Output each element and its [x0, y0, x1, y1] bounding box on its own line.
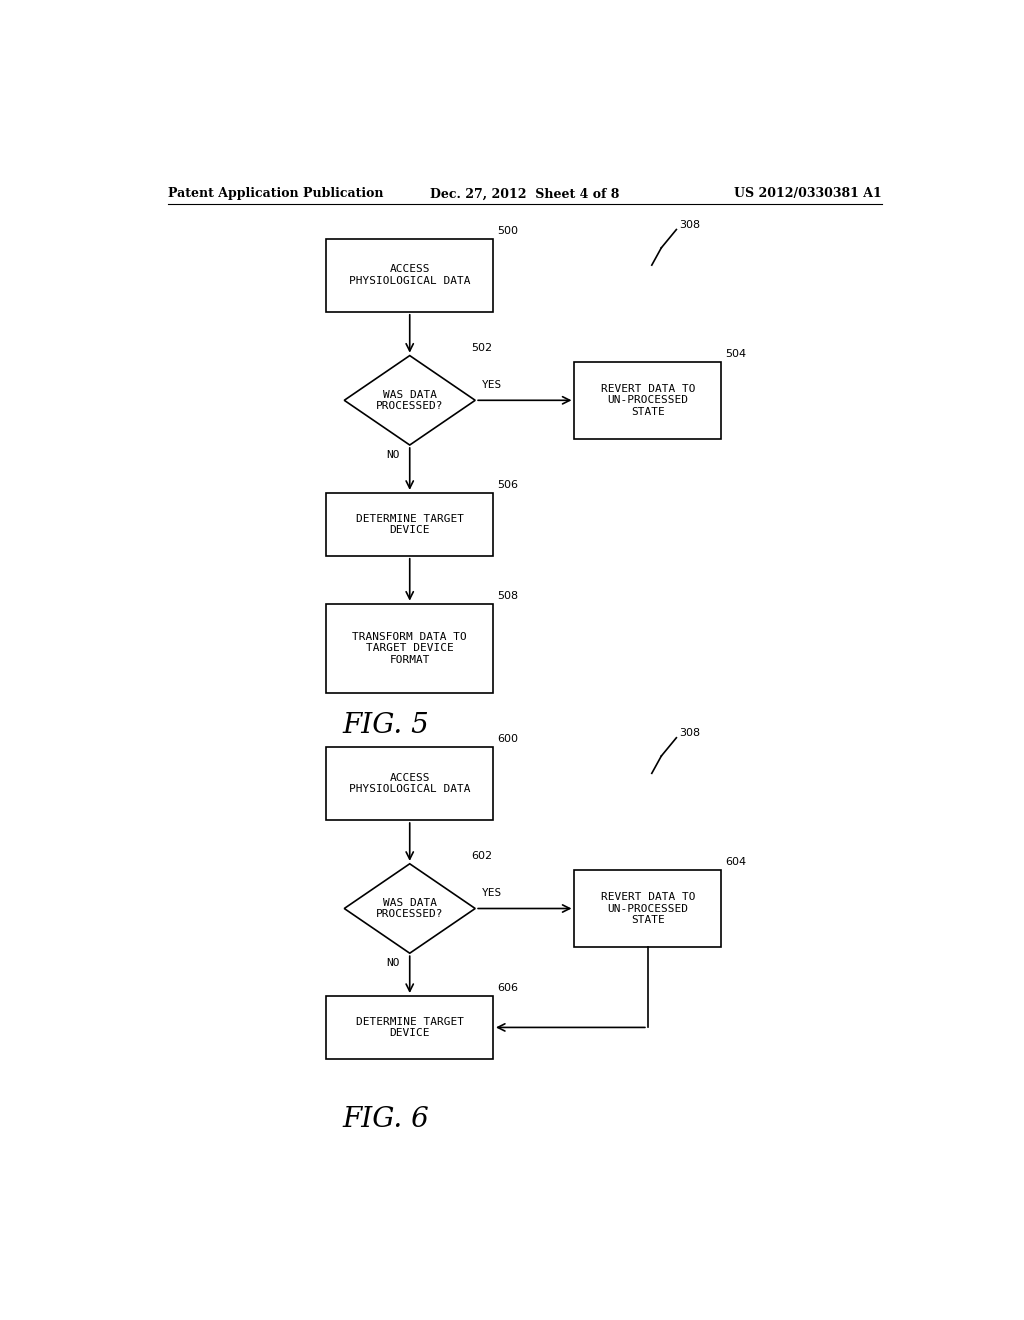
FancyBboxPatch shape	[327, 995, 494, 1059]
FancyBboxPatch shape	[327, 747, 494, 820]
Text: ACCESS
PHYSIOLOGICAL DATA: ACCESS PHYSIOLOGICAL DATA	[349, 264, 470, 286]
Text: 308: 308	[680, 727, 700, 738]
Text: REVERT DATA TO
UN-PROCESSED
STATE: REVERT DATA TO UN-PROCESSED STATE	[600, 892, 695, 925]
Text: 606: 606	[497, 983, 518, 993]
Text: 508: 508	[497, 590, 518, 601]
Text: FIG. 5: FIG. 5	[342, 713, 429, 739]
Text: FIG. 6: FIG. 6	[342, 1106, 429, 1133]
FancyBboxPatch shape	[327, 492, 494, 556]
FancyBboxPatch shape	[327, 603, 494, 693]
Text: Patent Application Publication: Patent Application Publication	[168, 187, 383, 201]
Text: 600: 600	[497, 734, 518, 744]
Text: Dec. 27, 2012  Sheet 4 of 8: Dec. 27, 2012 Sheet 4 of 8	[430, 187, 620, 201]
FancyBboxPatch shape	[327, 239, 494, 312]
Text: US 2012/0330381 A1: US 2012/0330381 A1	[734, 187, 882, 201]
Text: DETERMINE TARGET
DEVICE: DETERMINE TARGET DEVICE	[355, 513, 464, 535]
Text: REVERT DATA TO
UN-PROCESSED
STATE: REVERT DATA TO UN-PROCESSED STATE	[600, 384, 695, 417]
Text: NO: NO	[386, 958, 399, 969]
Text: TRANSFORM DATA TO
TARGET DEVICE
FORMAT: TRANSFORM DATA TO TARGET DEVICE FORMAT	[352, 632, 467, 665]
Text: 308: 308	[680, 219, 700, 230]
Text: 604: 604	[725, 857, 746, 867]
Text: YES: YES	[481, 888, 502, 899]
Polygon shape	[344, 863, 475, 953]
Text: 602: 602	[471, 850, 493, 861]
Text: 502: 502	[471, 342, 493, 352]
Polygon shape	[344, 355, 475, 445]
Text: NO: NO	[386, 450, 399, 461]
FancyBboxPatch shape	[574, 870, 721, 948]
Text: 506: 506	[497, 479, 518, 490]
Text: 504: 504	[725, 348, 746, 359]
Text: WAS DATA
PROCESSED?: WAS DATA PROCESSED?	[376, 389, 443, 411]
Text: WAS DATA
PROCESSED?: WAS DATA PROCESSED?	[376, 898, 443, 919]
Text: 500: 500	[497, 226, 518, 236]
Text: ACCESS
PHYSIOLOGICAL DATA: ACCESS PHYSIOLOGICAL DATA	[349, 772, 470, 795]
Text: YES: YES	[481, 380, 502, 391]
FancyBboxPatch shape	[574, 362, 721, 440]
Text: DETERMINE TARGET
DEVICE: DETERMINE TARGET DEVICE	[355, 1016, 464, 1039]
